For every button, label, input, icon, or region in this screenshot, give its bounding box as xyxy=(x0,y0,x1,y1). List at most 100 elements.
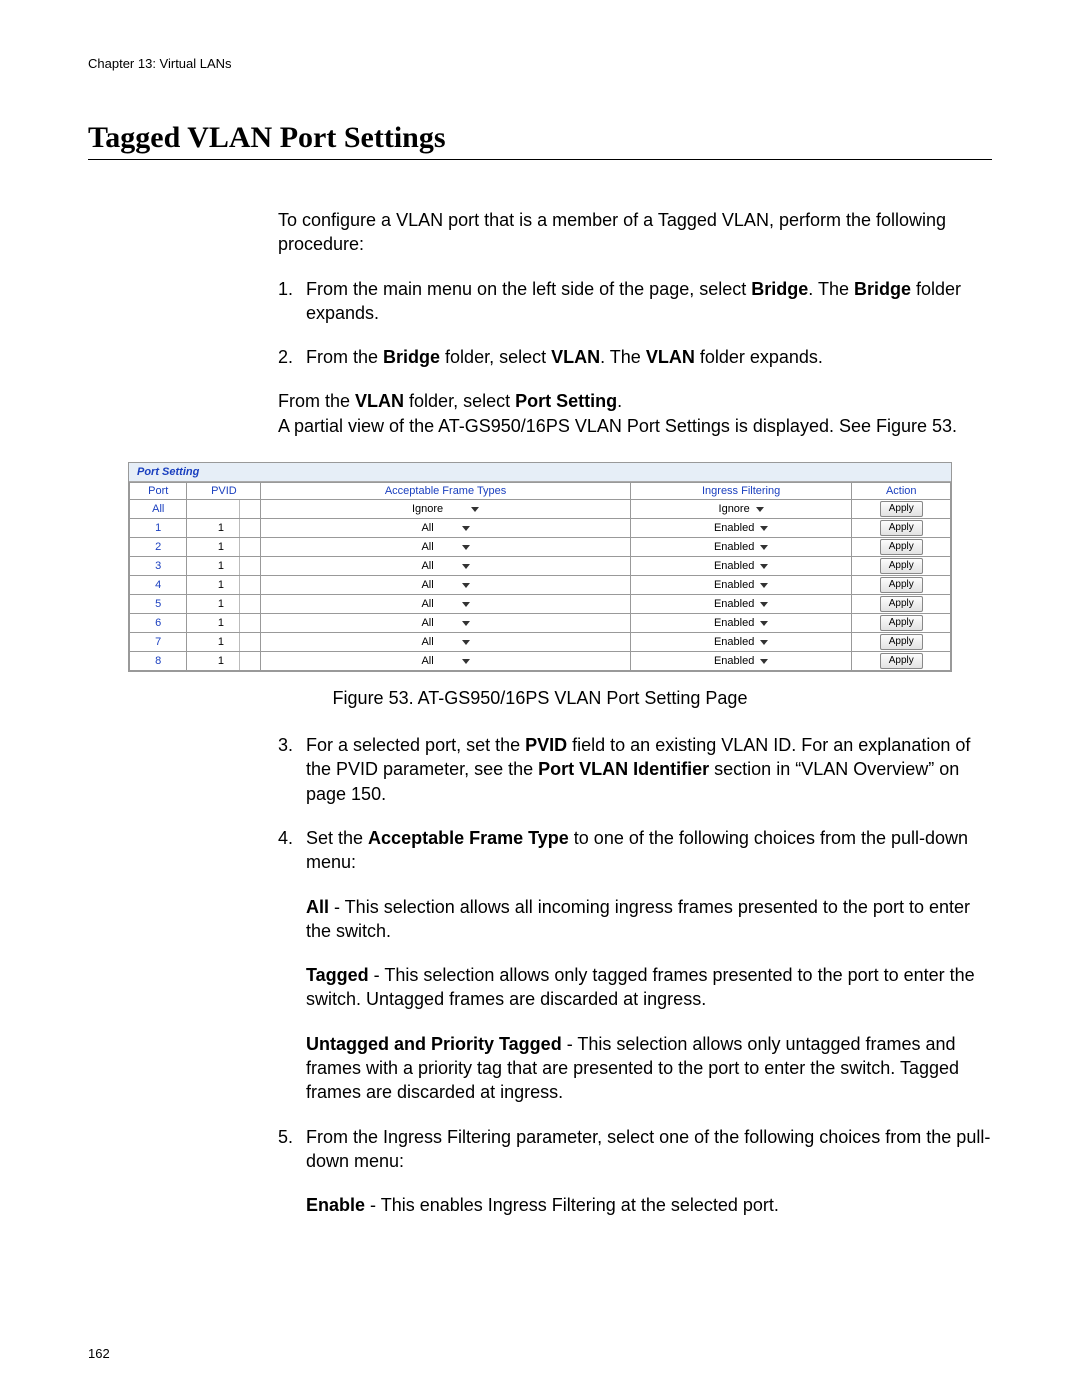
acceptable-frame-type-select[interactable]: All xyxy=(261,652,630,671)
ingress-filtering-select[interactable]: Enabled xyxy=(630,519,852,538)
text: From the main menu on the left side of t… xyxy=(306,279,751,299)
pvid-input[interactable]: 1 xyxy=(187,652,261,671)
acceptable-frame-type-select[interactable]: All xyxy=(261,576,630,595)
pvid-input[interactable]: 1 xyxy=(187,519,261,538)
step-body: From the Ingress Filtering parameter, se… xyxy=(306,1125,992,1174)
section-title: Tagged VLAN Port Settings xyxy=(88,121,992,160)
text: . The xyxy=(808,279,854,299)
pvid-input[interactable]: 1 xyxy=(187,595,261,614)
step-number: 4. xyxy=(278,826,306,875)
apply-button[interactable]: Apply xyxy=(880,558,923,574)
acceptable-frame-type-select[interactable]: All xyxy=(261,633,630,652)
port-cell[interactable]: 1 xyxy=(130,519,187,538)
select-value: All xyxy=(421,617,433,629)
text: folder expands. xyxy=(695,347,823,367)
pvid-input[interactable]: 1 xyxy=(187,538,261,557)
acceptable-frame-type-select[interactable]: All xyxy=(261,557,630,576)
table-row: All Ignore Ignore Apply xyxy=(130,500,951,519)
pvid-input[interactable]: 1 xyxy=(187,576,261,595)
text: - This selection allows all incoming ing… xyxy=(306,897,970,941)
figure-caption: Figure 53. AT-GS950/16PS VLAN Port Setti… xyxy=(88,688,992,709)
bold: All xyxy=(306,897,329,917)
text: folder, select xyxy=(440,347,551,367)
chevron-down-icon xyxy=(760,621,768,626)
port-cell[interactable]: All xyxy=(130,500,187,519)
port-cell[interactable]: 6 xyxy=(130,614,187,633)
step-body: Set the Acceptable Frame Type to one of … xyxy=(306,826,992,875)
action-cell: Apply xyxy=(852,633,951,652)
step-5: 5. From the Ingress Filtering parameter,… xyxy=(278,1125,992,1174)
ingress-filtering-select[interactable]: Enabled xyxy=(630,633,852,652)
port-cell[interactable]: 2 xyxy=(130,538,187,557)
step-1: 1. From the main menu on the left side o… xyxy=(278,277,992,326)
step-body: From the Bridge folder, select VLAN. The… xyxy=(306,345,992,369)
ingress-filtering-select[interactable]: Enabled xyxy=(630,538,852,557)
action-cell: Apply xyxy=(852,652,951,671)
pvid-input[interactable]: 1 xyxy=(187,557,261,576)
acceptable-frame-type-select[interactable]: All xyxy=(261,614,630,633)
chevron-down-icon xyxy=(462,640,470,645)
chevron-down-icon xyxy=(760,659,768,664)
chevron-down-icon xyxy=(760,583,768,588)
bold: VLAN xyxy=(355,391,404,411)
select-value: All xyxy=(421,579,433,591)
bold: Untagged and Priority Tagged xyxy=(306,1034,562,1054)
chevron-down-icon xyxy=(462,621,470,626)
bold: Bridge xyxy=(383,347,440,367)
table-header-row: Port PVID Acceptable Frame Types Ingress… xyxy=(130,483,951,500)
ingress-filtering-select[interactable]: Enabled xyxy=(630,557,852,576)
option-tagged: Tagged - This selection allows only tagg… xyxy=(306,963,992,1012)
ingress-filtering-select[interactable]: Enabled xyxy=(630,652,852,671)
apply-button[interactable]: Apply xyxy=(880,539,923,555)
port-cell[interactable]: 7 xyxy=(130,633,187,652)
apply-button[interactable]: Apply xyxy=(880,501,923,517)
acceptable-frame-type-select[interactable]: Ignore xyxy=(261,500,630,519)
chevron-down-icon xyxy=(462,545,470,550)
ingress-filtering-select[interactable]: Enabled xyxy=(630,614,852,633)
chevron-down-icon xyxy=(760,602,768,607)
apply-button[interactable]: Apply xyxy=(880,596,923,612)
pvid-input[interactable] xyxy=(187,500,261,519)
apply-button[interactable]: Apply xyxy=(880,615,923,631)
ingress-filtering-select[interactable]: Enabled xyxy=(630,595,852,614)
port-cell[interactable]: 3 xyxy=(130,557,187,576)
apply-button[interactable]: Apply xyxy=(880,577,923,593)
ingress-filtering-select[interactable]: Ignore xyxy=(630,500,852,519)
apply-button[interactable]: Apply xyxy=(880,520,923,536)
pvid-input[interactable]: 1 xyxy=(187,614,261,633)
select-value: Enabled xyxy=(714,655,754,667)
select-value: Ignore xyxy=(412,503,443,515)
pvid-input[interactable]: 1 xyxy=(187,633,261,652)
acceptable-frame-type-select[interactable]: All xyxy=(261,595,630,614)
port-cell[interactable]: 8 xyxy=(130,652,187,671)
action-cell: Apply xyxy=(852,538,951,557)
step-number: 2. xyxy=(278,345,306,369)
chevron-down-icon xyxy=(462,583,470,588)
chevron-down-icon xyxy=(462,564,470,569)
apply-button[interactable]: Apply xyxy=(880,653,923,669)
text: folder, select xyxy=(404,391,515,411)
bold: Tagged xyxy=(306,965,369,985)
step-5-options: Enable - This enables Ingress Filtering … xyxy=(306,1193,992,1217)
port-cell[interactable]: 5 xyxy=(130,595,187,614)
text: From the xyxy=(278,391,355,411)
text: For a selected port, set the xyxy=(306,735,525,755)
bold: VLAN xyxy=(646,347,695,367)
ingress-filtering-select[interactable]: Enabled xyxy=(630,576,852,595)
chevron-down-icon xyxy=(462,659,470,664)
body-column: To configure a VLAN port that is a membe… xyxy=(278,208,992,438)
text: From the xyxy=(306,347,383,367)
bold: Bridge xyxy=(751,279,808,299)
acceptable-frame-type-select[interactable]: All xyxy=(261,538,630,557)
bold: PVID xyxy=(525,735,567,755)
select-value: Enabled xyxy=(714,617,754,629)
select-value: All xyxy=(421,522,433,534)
select-value: Enabled xyxy=(714,541,754,553)
port-cell[interactable]: 4 xyxy=(130,576,187,595)
step-number: 1. xyxy=(278,277,306,326)
step-body: For a selected port, set the PVID field … xyxy=(306,733,992,806)
col-header-port: Port xyxy=(130,483,187,500)
acceptable-frame-type-select[interactable]: All xyxy=(261,519,630,538)
apply-button[interactable]: Apply xyxy=(880,634,923,650)
figure-53-screenshot: Port Setting Port PVID Acceptable Frame … xyxy=(128,462,952,672)
